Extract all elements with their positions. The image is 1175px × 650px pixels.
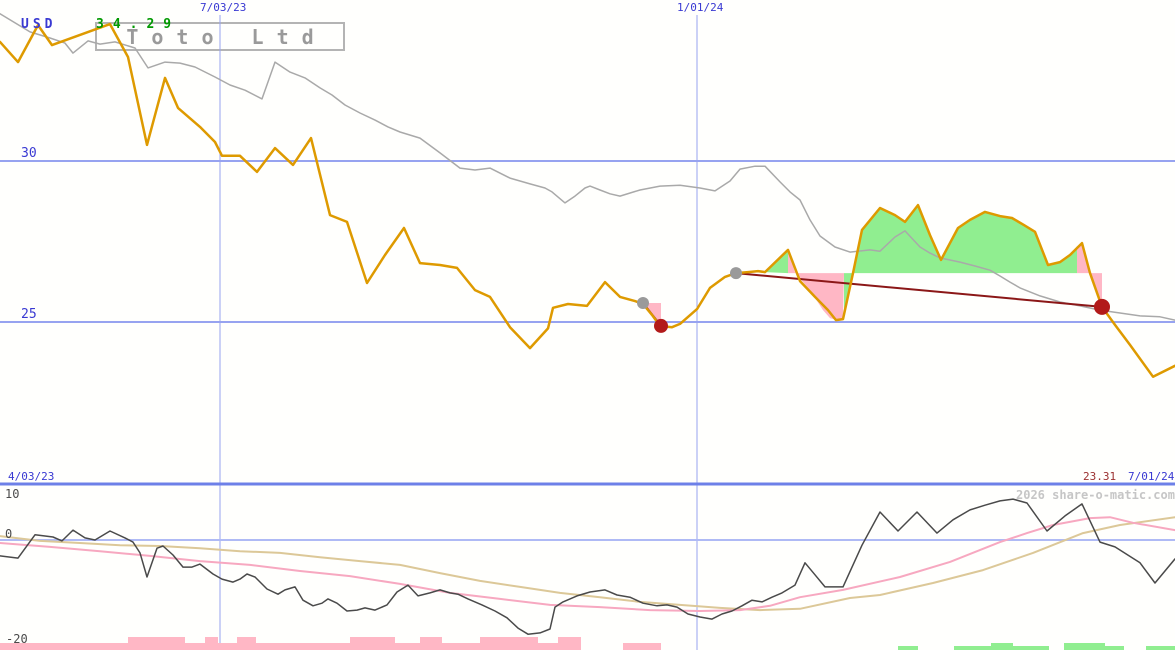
watermark: 2026 share-o-matic.com	[1016, 488, 1175, 502]
histogram-bar	[0, 643, 581, 650]
trend-end-marker-2	[1094, 298, 1110, 315]
histogram-bar	[1064, 643, 1105, 650]
series-price	[0, 22, 1175, 378]
histogram-bar	[480, 637, 538, 650]
series-signal-slow	[0, 516, 1175, 612]
fill-region-3	[788, 249, 844, 321]
x-axis-tick-date-2: 1/01/24	[677, 1, 724, 14]
trend-start-marker-2	[730, 267, 742, 280]
lower-date-left: 4/03/23	[8, 470, 55, 483]
histogram-bar	[350, 637, 395, 650]
histogram-bar	[128, 637, 185, 650]
lower-tick-0: 0	[5, 527, 13, 541]
series-signal-fast	[0, 516, 1175, 612]
series-trend-segment-2	[735, 272, 1103, 308]
lower-date-right: 7/01/24	[1128, 470, 1175, 483]
histogram-bar	[558, 637, 581, 650]
histogram-bar	[1105, 646, 1124, 650]
histogram-bar	[205, 637, 218, 650]
lower-tick-neg20: -20	[6, 632, 28, 646]
last-quote-label: 34.29	[96, 17, 181, 32]
histogram-bar	[237, 637, 256, 650]
price-tick-30: 30	[21, 146, 37, 161]
histogram-bar	[420, 637, 442, 650]
lower-tick-10: 10	[5, 487, 20, 501]
x-axis-tick-date-1: 7/03/23	[200, 1, 247, 14]
last-price-label: 23.31	[1083, 470, 1117, 483]
histogram-bar	[991, 643, 1013, 650]
fill-region-5	[854, 205, 1077, 274]
histogram-bar	[898, 646, 918, 650]
currency-label: USD	[21, 17, 57, 32]
series-benchmark	[0, 13, 1175, 321]
price-tick-25: 25	[21, 307, 37, 322]
trend-end-marker-1	[654, 318, 668, 333]
histogram-bar	[623, 643, 661, 650]
trend-start-marker-1	[637, 297, 649, 309]
histogram-bar	[1146, 646, 1175, 650]
series-indicator	[0, 498, 1175, 635]
